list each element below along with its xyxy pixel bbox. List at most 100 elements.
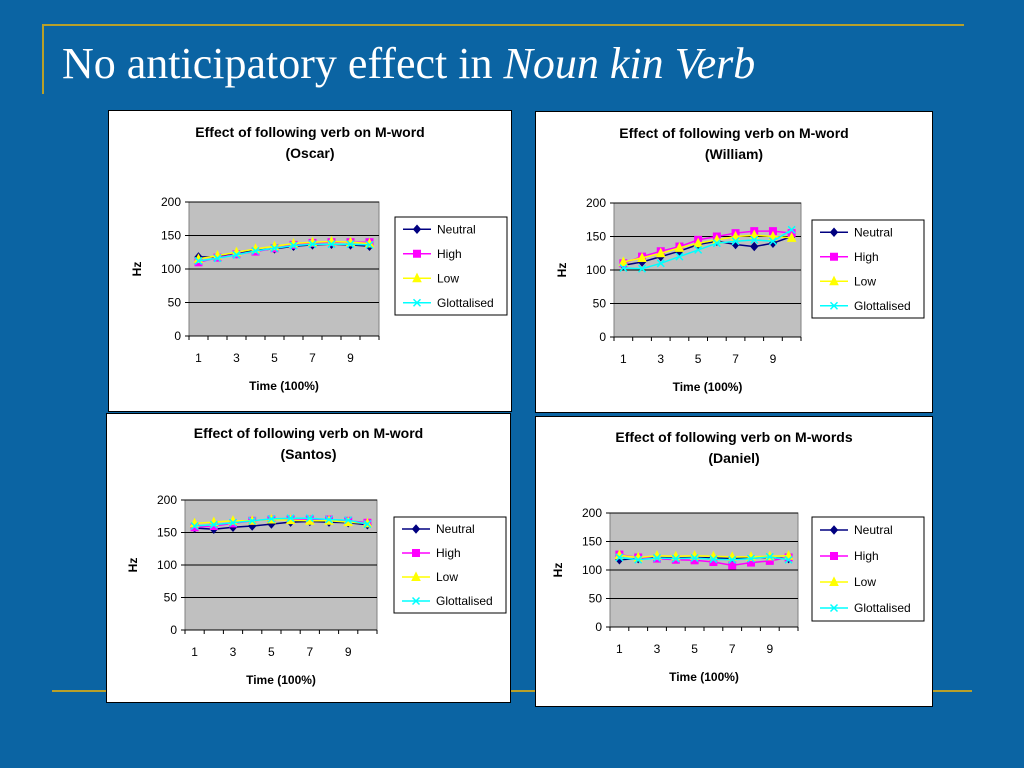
legend-label: Neutral xyxy=(854,523,893,537)
data-point-low xyxy=(618,256,629,266)
x-tick-label: 1 xyxy=(616,642,623,656)
data-point-glottalised xyxy=(787,225,796,234)
legend-marker xyxy=(829,275,839,286)
legend-marker xyxy=(412,549,420,557)
data-point-glottalised xyxy=(365,240,374,249)
legend-label: Glottalised xyxy=(437,296,494,310)
legend-box xyxy=(393,516,507,614)
legend-label: High xyxy=(437,247,462,261)
legend-label: Low xyxy=(854,274,876,288)
chart-panel-oscar: Effect of following verb on M-word (Oscar… xyxy=(108,110,512,412)
data-point-low xyxy=(693,237,703,248)
y-tick-label: 0 xyxy=(170,623,177,637)
legend-box xyxy=(811,219,925,319)
data-point-glottalised xyxy=(652,553,662,563)
data-point-glottalised xyxy=(289,241,298,250)
y-axis-label: Hz xyxy=(551,563,565,578)
chart-subtitle: (Daniel) xyxy=(708,450,759,466)
legend-marker xyxy=(413,249,421,258)
legend-marker xyxy=(829,576,839,586)
legend-marker xyxy=(829,525,839,535)
y-tick-label: 50 xyxy=(164,591,178,605)
legend-marker xyxy=(829,603,839,613)
data-point-glottalised xyxy=(728,555,737,564)
data-point-glottalised xyxy=(765,552,774,561)
y-tick-label: 0 xyxy=(174,329,181,343)
legend-marker xyxy=(412,298,422,307)
y-tick-label: 100 xyxy=(582,563,602,577)
legend-label: Neutral xyxy=(437,222,476,236)
y-tick-label: 0 xyxy=(599,330,606,344)
slide-title-italic: Noun kin Verb xyxy=(503,39,756,88)
y-axis-label: Hz xyxy=(130,262,144,277)
legend-label: High xyxy=(854,250,879,264)
x-tick-label: 7 xyxy=(306,645,313,659)
y-tick-label: 150 xyxy=(157,526,177,540)
y-tick-label: 200 xyxy=(586,196,606,210)
series-line-high xyxy=(619,553,789,567)
title-accent-horizontal-line xyxy=(42,24,964,26)
y-tick-label: 50 xyxy=(593,297,607,311)
series-line-low xyxy=(198,240,370,260)
x-tick-label: 7 xyxy=(732,352,739,366)
data-point-glottalised xyxy=(750,235,759,244)
y-tick-label: 0 xyxy=(595,620,602,634)
legend-marker xyxy=(411,596,421,606)
series-line-low xyxy=(194,518,368,525)
legend-label: Neutral xyxy=(854,225,893,239)
data-point-low xyxy=(749,229,760,240)
data-point-glottalised xyxy=(267,514,276,523)
data-point-glottalised xyxy=(209,520,218,529)
x-tick-label: 3 xyxy=(654,642,661,656)
series-line-glottalised xyxy=(194,517,368,527)
y-tick-label: 200 xyxy=(157,493,177,507)
data-point-glottalised xyxy=(712,239,721,248)
legend-label: Glottalised xyxy=(854,601,911,615)
data-point-glottalised xyxy=(270,244,279,253)
x-axis-label: Time (100%) xyxy=(669,670,739,684)
y-axis-label: Hz xyxy=(126,558,140,573)
x-tick-label: 1 xyxy=(191,645,198,659)
data-point-glottalised xyxy=(690,553,699,563)
series-line-high xyxy=(623,230,792,265)
data-point-glottalised xyxy=(251,246,260,255)
chart-panel-daniel: Effect of following verb on M-words (Dani… xyxy=(535,416,933,707)
x-axis-label: Time (100%) xyxy=(673,380,743,394)
y-tick-label: 100 xyxy=(586,263,606,277)
x-axis-label: Time (100%) xyxy=(249,379,319,393)
data-point-low xyxy=(637,252,647,262)
data-point-glottalised xyxy=(213,254,222,263)
data-point-high xyxy=(728,561,737,570)
y-tick-label: 100 xyxy=(161,262,181,276)
legend-marker xyxy=(411,571,421,581)
y-tick-label: 150 xyxy=(582,535,602,549)
y-tick-label: 150 xyxy=(161,229,181,243)
chart-subtitle: (Oscar) xyxy=(285,145,334,161)
chart-title: Effect of following verb on M-word xyxy=(619,125,848,141)
legend-label: Low xyxy=(437,271,459,285)
chart-title: Effect of following verb on M-word xyxy=(194,425,423,441)
chart-title: Effect of following verb on M-words xyxy=(615,429,852,445)
legend-label: Neutral xyxy=(436,522,475,536)
legend-marker xyxy=(411,524,421,534)
series-line-glottalised xyxy=(619,556,789,561)
x-tick-label: 9 xyxy=(766,642,773,656)
data-point-glottalised xyxy=(324,515,334,524)
x-tick-label: 3 xyxy=(233,351,240,365)
data-point-glottalised xyxy=(344,516,353,525)
footer-accent-line xyxy=(52,690,972,692)
series-line-glottalised xyxy=(198,243,370,262)
legend-box xyxy=(394,216,508,316)
legend-marker xyxy=(829,227,839,238)
data-point-glottalised xyxy=(656,259,665,268)
data-point-glottalised xyxy=(308,240,317,249)
data-point-glottalised xyxy=(228,518,238,527)
chart-panel-santos: Effect of following verb on M-word (Santo… xyxy=(106,413,511,703)
y-tick-label: 100 xyxy=(157,558,177,572)
data-point-glottalised xyxy=(363,520,372,529)
data-point-low xyxy=(786,232,797,242)
data-point-glottalised xyxy=(784,555,793,564)
data-point-glottalised xyxy=(694,245,703,254)
x-tick-label: 3 xyxy=(657,352,664,366)
chart-svg-oscar: Effect of following verb on M-word (Oscar… xyxy=(130,124,508,393)
